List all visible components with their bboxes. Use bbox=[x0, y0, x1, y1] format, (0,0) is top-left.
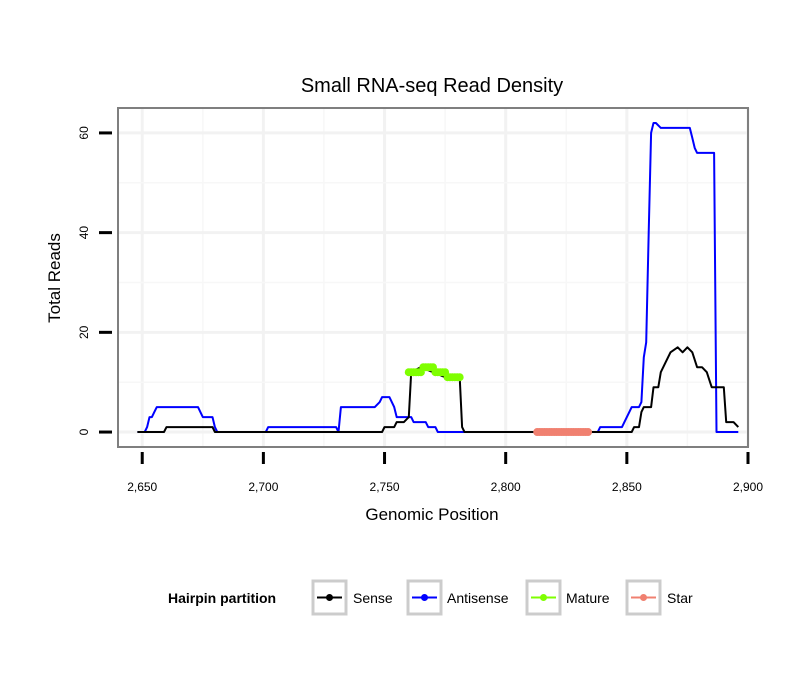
y-axis-label: Total Reads bbox=[45, 233, 64, 323]
x-tick-label: 2,900 bbox=[733, 480, 763, 494]
x-tick-label: 2,800 bbox=[491, 480, 521, 494]
legend-title: Hairpin partition bbox=[168, 590, 276, 606]
series-line-antisense bbox=[137, 122, 739, 433]
y-tick-label: 0 bbox=[77, 428, 91, 435]
x-tick-label: 2,650 bbox=[127, 480, 157, 494]
data-point-star bbox=[584, 428, 593, 437]
data-point-mature bbox=[455, 373, 464, 382]
y-tick-label: 40 bbox=[77, 226, 91, 240]
legend-item-sense: Sense bbox=[311, 579, 393, 616]
x-tick-label: 2,700 bbox=[248, 480, 278, 494]
legend-label: Mature bbox=[566, 590, 610, 606]
y-tick-label: 60 bbox=[77, 126, 91, 140]
x-tick-label: 2,750 bbox=[370, 480, 400, 494]
series-line-sense bbox=[137, 346, 740, 433]
series-layer bbox=[137, 122, 740, 437]
y-tick-label: 20 bbox=[77, 325, 91, 339]
series-star bbox=[533, 428, 593, 437]
legend-label: Sense bbox=[353, 590, 393, 606]
y-axis: 0 20 40 60 bbox=[77, 126, 112, 435]
legend-item-mature: Mature bbox=[525, 579, 610, 616]
x-tick-label: 2,850 bbox=[612, 480, 642, 494]
legend-item-antisense: Antisense bbox=[406, 579, 509, 616]
x-axis: 2,650 2,700 2,750 2,800 2,850 2,900 bbox=[127, 452, 763, 494]
legend-item-star: Star bbox=[625, 579, 693, 616]
series-mature bbox=[404, 363, 464, 382]
plot-panel-border bbox=[117, 107, 749, 448]
legend-label: Star bbox=[667, 590, 693, 606]
legend: Hairpin partition Sense Antisense Mature St… bbox=[168, 579, 693, 616]
legend-key-point bbox=[421, 594, 428, 601]
chart-title: Small RNA-seq Read Density bbox=[301, 75, 563, 97]
legend-key-point bbox=[540, 594, 547, 601]
legend-key-point bbox=[326, 594, 333, 601]
plot-background bbox=[118, 108, 748, 447]
x-axis-label: Genomic Position bbox=[365, 505, 498, 524]
legend-label: Antisense bbox=[447, 590, 509, 606]
legend-key-point bbox=[640, 594, 647, 601]
